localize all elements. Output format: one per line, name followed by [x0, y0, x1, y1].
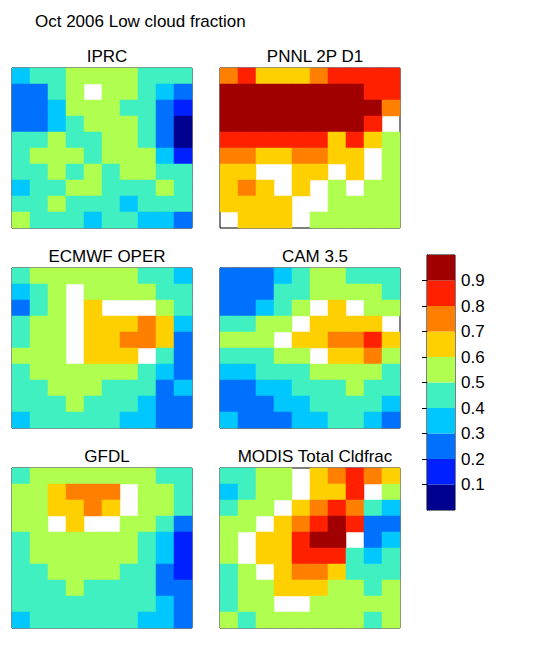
- svg-text:0.4: 0.4: [461, 399, 485, 418]
- svg-text:0.7: 0.7: [461, 322, 485, 341]
- svg-text:MODIS Total Cldfrac: MODIS Total Cldfrac: [238, 447, 393, 466]
- svg-text:PNNL 2P D1: PNNL 2P D1: [267, 47, 363, 66]
- svg-text:CAM 3.5: CAM 3.5: [282, 247, 348, 266]
- svg-text:0.1: 0.1: [461, 475, 485, 494]
- svg-text:0.2: 0.2: [461, 450, 485, 469]
- svg-text:ECMWF OPER: ECMWF OPER: [48, 247, 165, 266]
- svg-text:IPRC: IPRC: [87, 47, 128, 66]
- svg-text:Oct 2006 Low cloud fraction: Oct 2006 Low cloud fraction: [35, 12, 246, 31]
- svg-text:0.8: 0.8: [461, 297, 485, 316]
- svg-text:GFDL: GFDL: [84, 447, 129, 466]
- svg-text:0.5: 0.5: [461, 373, 485, 392]
- svg-text:0.9: 0.9: [461, 271, 485, 290]
- svg-text:0.6: 0.6: [461, 348, 485, 367]
- svg-text:0.3: 0.3: [461, 424, 485, 443]
